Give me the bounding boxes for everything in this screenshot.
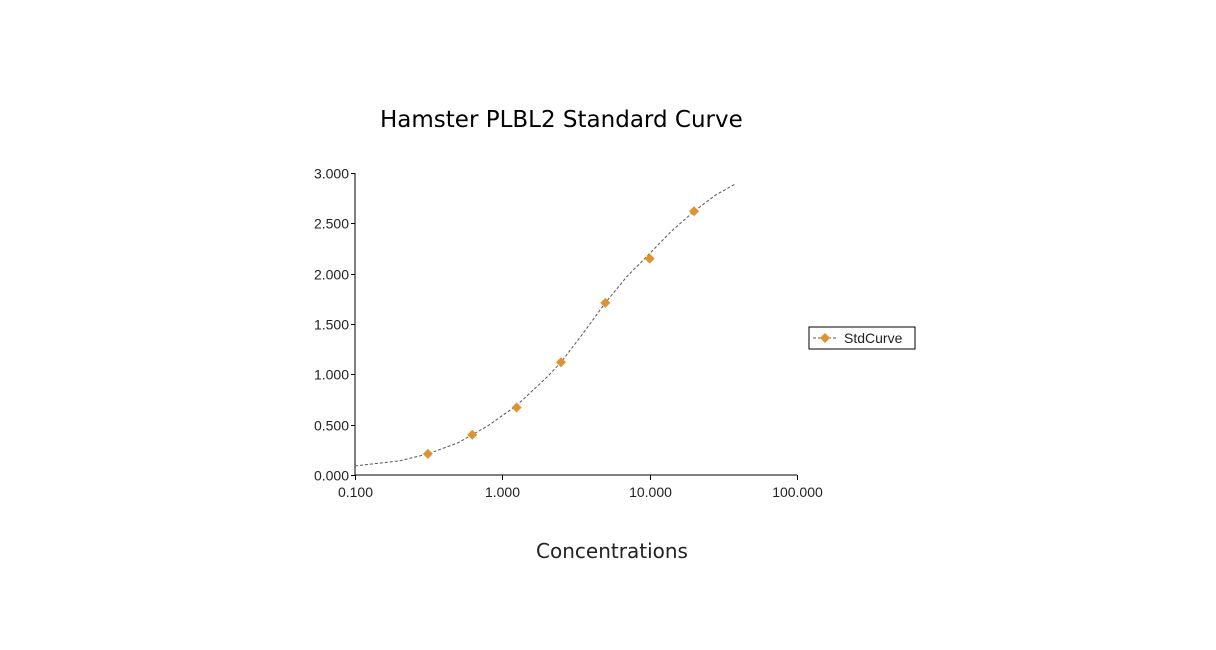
data-point xyxy=(422,448,433,459)
legend: StdCurve xyxy=(808,326,916,350)
chart-title: Hamster PLBL2 Standard Curve xyxy=(380,107,743,133)
y-tick-label: 0.000 xyxy=(314,468,349,484)
y-tick-label: 2.000 xyxy=(314,267,349,283)
data-point xyxy=(644,253,655,264)
fit-curve xyxy=(354,183,736,467)
data-point xyxy=(511,402,522,413)
y-tick-label: 1.500 xyxy=(314,317,349,333)
legend-box xyxy=(808,326,916,350)
legend-marker xyxy=(820,333,830,343)
x-tick-label: 10.000 xyxy=(629,484,672,500)
data-point xyxy=(555,357,566,368)
x-tick-label: 1.000 xyxy=(485,484,520,500)
x-axis-label: Concentrations xyxy=(536,539,688,563)
y-axis-ticks: 0.000 0.500 1.000 1.500 2.000 2.500 3.000 xyxy=(314,166,355,484)
y-tick-label: 0.500 xyxy=(314,418,349,434)
data-point xyxy=(600,297,611,308)
x-tick-label: 100.000 xyxy=(772,484,823,500)
x-tick-label: 0.100 xyxy=(338,484,373,500)
y-tick-label: 3.000 xyxy=(314,166,349,182)
data-point xyxy=(689,206,700,217)
data-point xyxy=(467,429,478,440)
x-axis-ticks: 0.100 1.000 10.000 100.000 xyxy=(338,475,823,500)
data-points xyxy=(422,206,700,459)
legend-label: StdCurve xyxy=(844,330,903,346)
y-tick-label: 1.000 xyxy=(314,367,349,383)
y-tick-label: 2.500 xyxy=(314,216,349,232)
